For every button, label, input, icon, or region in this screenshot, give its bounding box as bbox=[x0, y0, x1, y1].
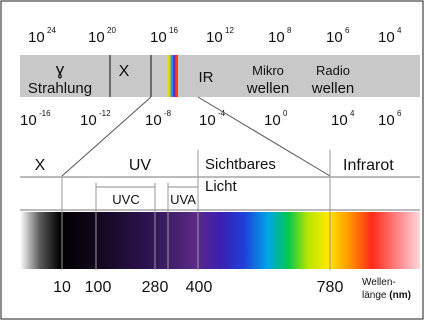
svg-text:10: 10 bbox=[206, 29, 223, 46]
wavelength-tick-label: 280 bbox=[142, 279, 169, 296]
svg-text:8: 8 bbox=[287, 26, 292, 35]
micro-label-1: Mikro bbox=[252, 63, 284, 78]
svg-text:10: 10 bbox=[331, 112, 348, 129]
band-visible-violet bbox=[173, 55, 176, 97]
bottom-scale-label: 10 -4 bbox=[199, 109, 226, 129]
visible-label-2: Licht bbox=[205, 178, 238, 195]
svg-text:10: 10 bbox=[20, 112, 37, 129]
svg-text:16: 16 bbox=[169, 26, 178, 35]
svg-text:10: 10 bbox=[150, 29, 167, 46]
top-scale-label: 10 12 bbox=[206, 26, 234, 46]
wavelength-tick-label: 780 bbox=[317, 279, 344, 296]
bottom-scale-label: 10 -8 bbox=[145, 109, 172, 129]
bottom-scale-label: 10 6 bbox=[378, 109, 402, 129]
infrared-label: Infrarot bbox=[343, 157, 394, 174]
top-scale-label: 10 4 bbox=[378, 26, 402, 46]
svg-text:10: 10 bbox=[88, 29, 105, 46]
bottom-scale-label: 10 -16 bbox=[20, 109, 51, 129]
svg-text:10: 10 bbox=[28, 29, 45, 46]
svg-text:-4: -4 bbox=[218, 109, 226, 118]
zoom-line-right bbox=[197, 96, 331, 177]
svg-text:10: 10 bbox=[80, 112, 97, 129]
radio-label-1: Radio bbox=[316, 63, 350, 78]
top-scale-label: 10 24 bbox=[28, 26, 56, 46]
uvc-label: UVC bbox=[112, 192, 139, 207]
svg-text:-16: -16 bbox=[39, 109, 51, 118]
band-visible-red bbox=[175, 55, 178, 97]
svg-text:10: 10 bbox=[268, 29, 285, 46]
top-scale-label: 10 8 bbox=[268, 26, 292, 46]
axis-label-word: länge bbox=[362, 290, 387, 301]
top-scale-label: 10 16 bbox=[150, 26, 178, 46]
svg-text:24: 24 bbox=[47, 26, 56, 35]
svg-text:10: 10 bbox=[326, 29, 343, 46]
svg-text:10: 10 bbox=[264, 112, 281, 129]
svg-text:0: 0 bbox=[283, 109, 288, 118]
visible-label-1: Sichtbares bbox=[205, 156, 276, 173]
svg-text:20: 20 bbox=[107, 26, 116, 35]
svg-text:-12: -12 bbox=[99, 109, 111, 118]
x-region-label: X bbox=[35, 157, 46, 174]
bottom-scale-labels: 10 -16 10 -12 10 -8 10 -4 10 0 10 4 10 6 bbox=[20, 109, 402, 129]
band-visible-yellow bbox=[168, 55, 171, 97]
micro-label-2: wellen bbox=[246, 80, 290, 97]
visible-spectrum-bar bbox=[20, 212, 420, 269]
svg-text:-8: -8 bbox=[164, 109, 172, 118]
wavelength-tick-label: 100 bbox=[85, 279, 112, 296]
axis-label-line1: Wellen- bbox=[362, 277, 396, 288]
uva-label: UVA bbox=[170, 192, 196, 207]
wavelength-tick-label: 400 bbox=[186, 279, 213, 296]
top-scale-label: 10 20 bbox=[88, 26, 116, 46]
gamma-label: Strahlung bbox=[28, 80, 92, 97]
axis-label-line2: länge (nm) bbox=[362, 290, 411, 301]
svg-text:4: 4 bbox=[350, 109, 355, 118]
svg-text:6: 6 bbox=[397, 109, 402, 118]
bottom-scale-label: 10 4 bbox=[331, 109, 355, 129]
svg-text:10: 10 bbox=[378, 29, 395, 46]
uv-region-label: UV bbox=[129, 157, 152, 174]
xray-symbol: X bbox=[119, 63, 130, 80]
top-scale-labels: 10 24 10 20 10 16 10 12 10 8 10 6 10 4 bbox=[28, 26, 402, 46]
svg-text:4: 4 bbox=[397, 26, 402, 35]
svg-text:10: 10 bbox=[378, 112, 395, 129]
axis-label-unit: (nm) bbox=[389, 290, 411, 301]
svg-text:10: 10 bbox=[145, 112, 162, 129]
svg-text:10: 10 bbox=[199, 112, 216, 129]
bottom-scale-label: 10 0 bbox=[264, 109, 288, 129]
radio-label-2: wellen bbox=[311, 80, 355, 97]
band-visible-blue bbox=[170, 55, 173, 97]
top-scale-label: 10 6 bbox=[326, 26, 350, 46]
bottom-scale-label: 10 -12 bbox=[80, 109, 111, 129]
wavelength-tick-label: 10 bbox=[53, 279, 71, 296]
zoom-line-left bbox=[61, 96, 152, 177]
spectrum-band bbox=[20, 55, 420, 97]
ir-label: IR bbox=[199, 69, 214, 86]
svg-text:6: 6 bbox=[345, 26, 350, 35]
svg-text:12: 12 bbox=[225, 26, 234, 35]
gamma-symbol: ɣ bbox=[56, 60, 65, 79]
